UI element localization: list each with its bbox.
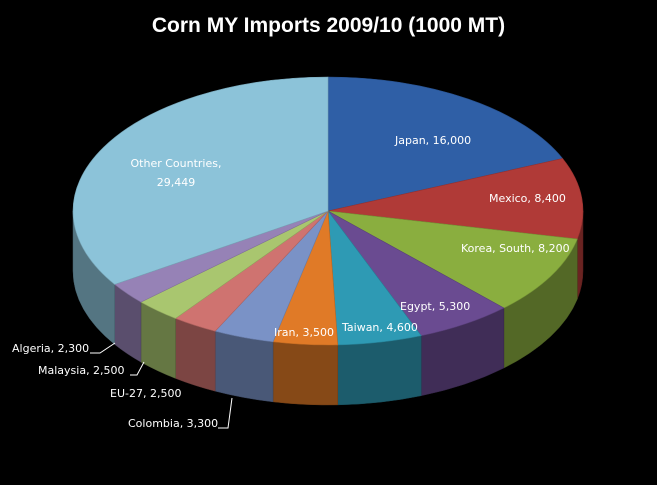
pie-slice-2	[327, 210, 578, 309]
leader-line-1	[130, 361, 145, 376]
pie-slice-1	[327, 158, 584, 240]
data-label-5: Iran, 3,500	[274, 326, 334, 339]
data-label-other-countries: Other Countries,	[131, 157, 222, 170]
data-label-8: Malaysia, 2,500	[38, 364, 125, 377]
chart-title: Corn MY Imports 2009/10 (1000 MT)	[151, 14, 506, 37]
pie-slice-10	[72, 76, 329, 285]
data-label-3: Egypt, 5,300	[400, 300, 470, 313]
leader-line-2	[218, 397, 233, 429]
data-label-2: Korea, South, 8,200	[461, 242, 570, 255]
data-label-6: Colombia, 3,300	[128, 417, 218, 430]
pie-slice-0	[327, 76, 564, 212]
data-label-0: Japan, 16,000	[394, 134, 471, 147]
data-label-4: Taiwan, 4,600	[341, 321, 418, 334]
pie-side-5	[272, 341, 339, 406]
pie-side-6	[214, 330, 274, 403]
data-label-9: Algeria, 2,300	[12, 342, 89, 355]
leader-line-0	[90, 342, 116, 354]
data-label-1: Mexico, 8,400	[489, 192, 566, 205]
data-label-7: EU-27, 2,500	[110, 387, 181, 400]
data-label-other-countries-value: 29,449	[157, 176, 196, 189]
pie-side-4	[337, 335, 422, 406]
